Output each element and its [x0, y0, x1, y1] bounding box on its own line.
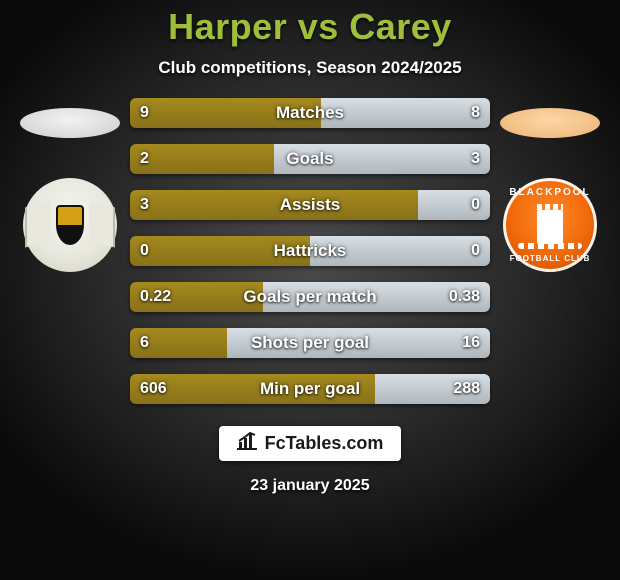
crest-shield-icon	[56, 205, 84, 245]
left-club-crest	[23, 178, 117, 272]
right-side: BLACKPOOL FOOTBALL CLUB	[490, 98, 610, 272]
stat-row: Matches98	[130, 98, 490, 128]
stat-right-segment	[418, 190, 490, 220]
crest-bottom-text: FOOTBALL CLUB	[506, 254, 594, 263]
left-player-silhouette	[20, 108, 120, 138]
stat-left-segment	[130, 282, 263, 312]
stat-right-segment	[310, 236, 490, 266]
stat-right-segment	[321, 98, 490, 128]
stat-row: Goals23	[130, 144, 490, 174]
right-player-silhouette	[500, 108, 600, 138]
stat-right-segment	[375, 374, 490, 404]
footer-date: 23 january 2025	[250, 477, 369, 495]
stat-row: Shots per goal616	[130, 328, 490, 358]
stat-row: Min per goal606288	[130, 374, 490, 404]
stat-left-segment	[130, 144, 274, 174]
chart-icon	[237, 432, 257, 455]
stat-row: Hattricks00	[130, 236, 490, 266]
stat-left-segment	[130, 236, 310, 266]
stat-right-segment	[263, 282, 490, 312]
stat-left-segment	[130, 190, 418, 220]
stat-left-segment	[130, 328, 227, 358]
crest-top-text: BLACKPOOL	[506, 187, 594, 198]
stat-right-segment	[274, 144, 490, 174]
footer-brand-badge: FcTables.com	[219, 426, 402, 461]
page-subtitle: Club competitions, Season 2024/2025	[158, 58, 461, 78]
crest-tower-icon	[537, 210, 563, 244]
crest-wing-icon	[25, 201, 51, 248]
stat-row: Goals per match0.220.38	[130, 282, 490, 312]
right-club-crest: BLACKPOOL FOOTBALL CLUB	[503, 178, 597, 272]
stats-bars: Matches98 Goals23 Assists30 Hattricks00 Goal…	[130, 98, 490, 404]
stat-right-segment	[227, 328, 490, 358]
stat-row: Assists30	[130, 190, 490, 220]
footer-brand-text: FcTables.com	[265, 433, 384, 454]
main-row: Matches98 Goals23 Assists30 Hattricks00 Goal…	[0, 98, 620, 404]
crest-waves-icon	[518, 243, 582, 249]
stat-left-segment	[130, 374, 375, 404]
left-side	[10, 98, 130, 272]
crest-wing-icon	[89, 201, 115, 248]
stat-left-segment	[130, 98, 321, 128]
content-container: Harper vs Carey Club competitions, Seaso…	[0, 0, 620, 580]
page-title: Harper vs Carey	[168, 6, 452, 48]
